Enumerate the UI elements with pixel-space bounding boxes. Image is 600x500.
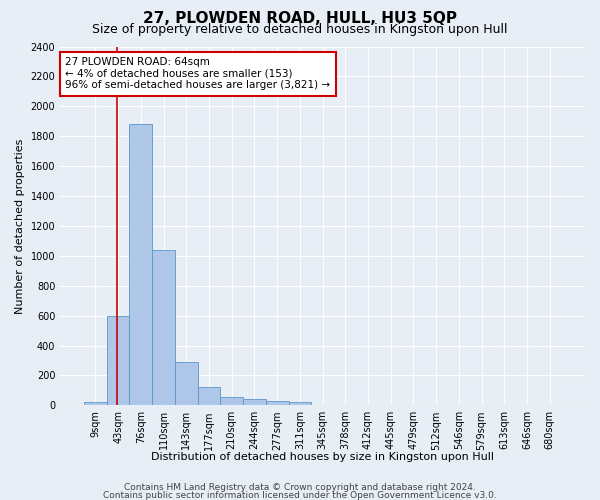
Text: 27 PLOWDEN ROAD: 64sqm
← 4% of detached houses are smaller (153)
96% of semi-det: 27 PLOWDEN ROAD: 64sqm ← 4% of detached … <box>65 58 331 90</box>
Bar <box>107 316 130 406</box>
Text: Size of property relative to detached houses in Kingston upon Hull: Size of property relative to detached ho… <box>92 22 508 36</box>
Bar <box>197 388 220 406</box>
Text: Contains public sector information licensed under the Open Government Licence v3: Contains public sector information licen… <box>103 490 497 500</box>
Text: 27, PLOWDEN ROAD, HULL, HU3 5QP: 27, PLOWDEN ROAD, HULL, HU3 5QP <box>143 11 457 26</box>
Bar <box>175 362 197 406</box>
Bar <box>266 401 289 406</box>
Bar <box>152 250 175 406</box>
Bar <box>289 402 311 406</box>
X-axis label: Distribution of detached houses by size in Kingston upon Hull: Distribution of detached houses by size … <box>151 452 494 462</box>
Text: Contains HM Land Registry data © Crown copyright and database right 2024.: Contains HM Land Registry data © Crown c… <box>124 483 476 492</box>
Bar <box>84 402 107 406</box>
Y-axis label: Number of detached properties: Number of detached properties <box>15 138 25 314</box>
Bar <box>130 124 152 406</box>
Bar <box>220 397 243 406</box>
Bar <box>243 400 266 406</box>
